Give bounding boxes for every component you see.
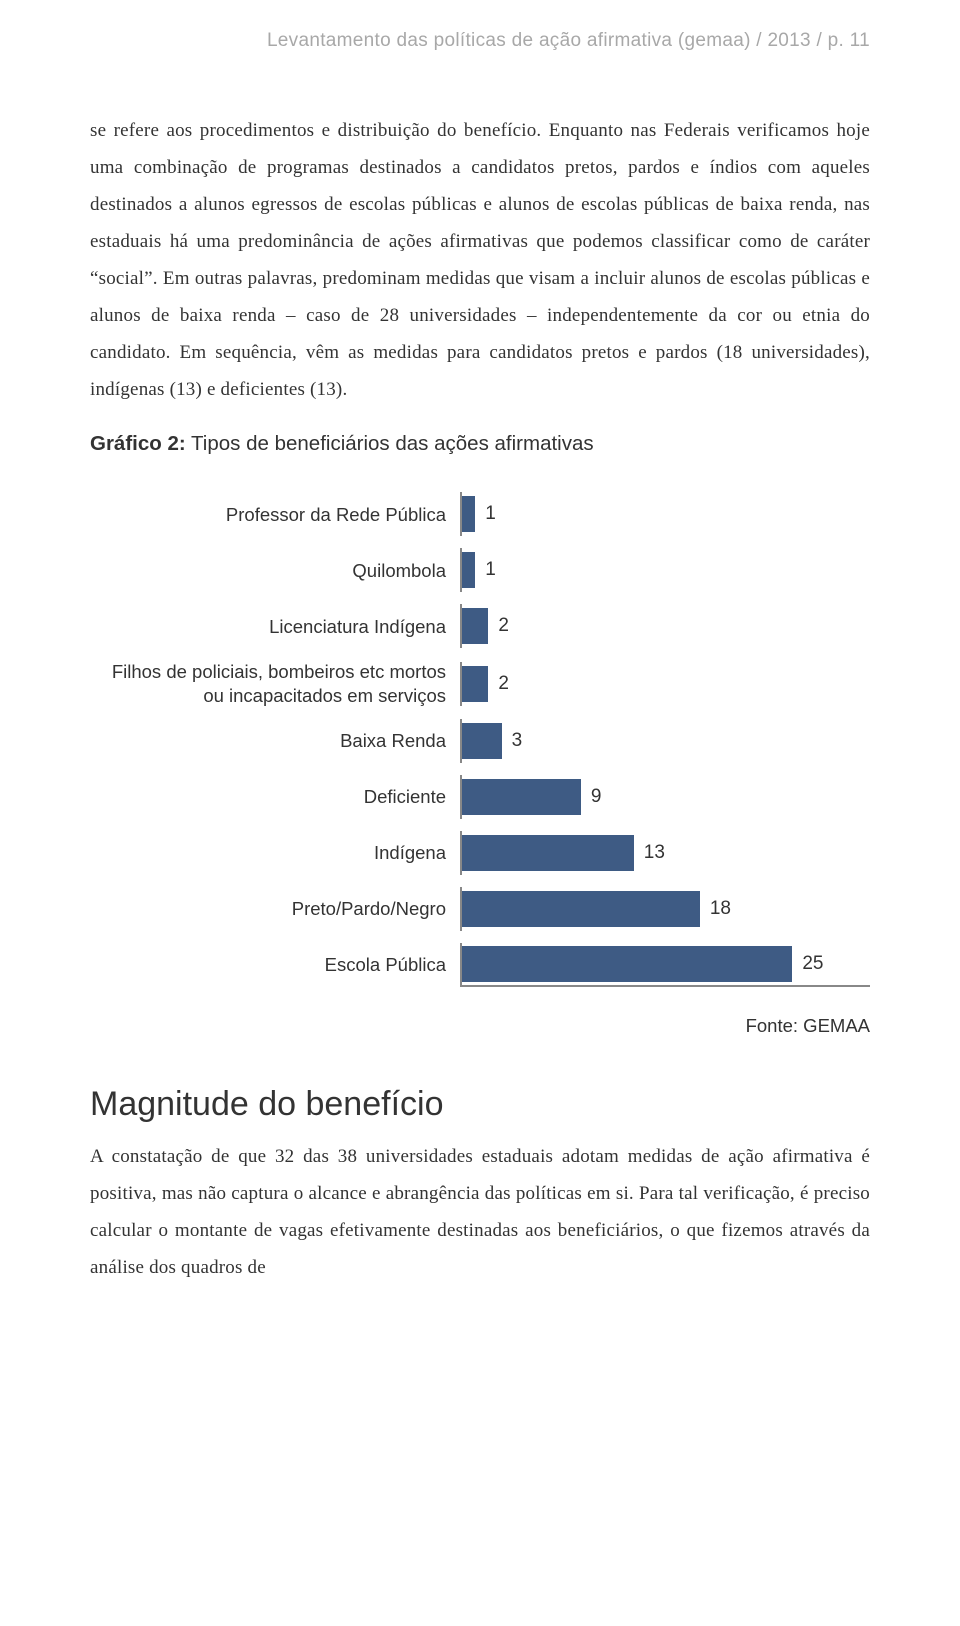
- chart-bar-area: 25: [460, 943, 870, 987]
- chart-row: Professor da Rede Pública 1: [90, 492, 870, 536]
- chart-row: Licenciatura Indígena 2: [90, 604, 870, 648]
- chart-row: Preto/Pardo/Negro 18: [90, 887, 870, 931]
- chart-bar: [462, 779, 581, 815]
- bar-chart: Professor da Rede Pública 1 Quilombola 1 Lic…: [90, 492, 870, 986]
- chart-bar-label: Preto/Pardo/Negro: [90, 897, 460, 920]
- chart-bar-area: 2: [460, 604, 870, 648]
- chart-bar: [462, 666, 488, 702]
- chart-bar: [462, 946, 792, 982]
- chart-bar-value: 3: [512, 730, 523, 752]
- chart-bar: [462, 608, 488, 644]
- chart-bar-label: Escola Pública: [90, 953, 460, 976]
- chart-bar-value: 25: [802, 953, 823, 975]
- chart-bar: [462, 891, 700, 927]
- chart-bar-value: 18: [710, 898, 731, 920]
- chart-bar-label: Licenciatura Indígena: [90, 615, 460, 638]
- chart-bar-value: 1: [485, 559, 496, 581]
- chart-source: Fonte: GEMAA: [90, 1015, 870, 1037]
- chart-bar-value: 9: [591, 786, 602, 808]
- chart-row: Filhos de policiais, bombeiros etc morto…: [90, 660, 870, 706]
- chart-bar-value: 13: [644, 842, 665, 864]
- chart-bar-label: Deficiente: [90, 785, 460, 808]
- chart-row: Indígena 13: [90, 831, 870, 875]
- chart-bar-value: 2: [498, 673, 509, 695]
- chart-bar-area: 9: [460, 775, 870, 819]
- chart-bar: [462, 835, 634, 871]
- chart-bar-label: Indígena: [90, 841, 460, 864]
- chart-bar: [462, 723, 502, 759]
- chart-row: Deficiente 9: [90, 775, 870, 819]
- chart-bar-value: 2: [498, 615, 509, 637]
- chart-title-normal: Tipos de beneficiários das ações afirmat…: [186, 432, 594, 455]
- chart-bar-label: Professor da Rede Pública: [90, 503, 460, 526]
- chart-bar-area: 3: [460, 719, 870, 763]
- chart-bar-value: 1: [485, 503, 496, 525]
- chart-bar-label: Filhos de policiais, bombeiros etc morto…: [90, 660, 460, 706]
- paragraph-1: se refere aos procedimentos e distribuiç…: [90, 112, 870, 408]
- chart-bar-label: Quilombola: [90, 559, 460, 582]
- chart-bar: [462, 496, 475, 532]
- chart-row: Baixa Renda 3: [90, 719, 870, 763]
- chart-row: Quilombola 1: [90, 548, 870, 592]
- chart-title-bold: Gráfico 2:: [90, 432, 186, 455]
- chart-bar-area: 1: [460, 548, 870, 592]
- page-header: Levantamento das políticas de ação afirm…: [90, 30, 870, 52]
- chart-bar: [462, 552, 475, 588]
- chart-row: Escola Pública 25: [90, 943, 870, 987]
- chart-bar-area: 13: [460, 831, 870, 875]
- chart-bar-area: 2: [460, 662, 870, 706]
- paragraph-2: A constatação de que 32 das 38 universid…: [90, 1138, 870, 1286]
- chart-title: Gráfico 2: Tipos de beneficiários das aç…: [90, 432, 870, 456]
- chart-bar-area: 18: [460, 887, 870, 931]
- chart-bar-label: Baixa Renda: [90, 729, 460, 752]
- chart-bar-area: 1: [460, 492, 870, 536]
- section-heading-magnitude: Magnitude do benefício: [90, 1085, 870, 1124]
